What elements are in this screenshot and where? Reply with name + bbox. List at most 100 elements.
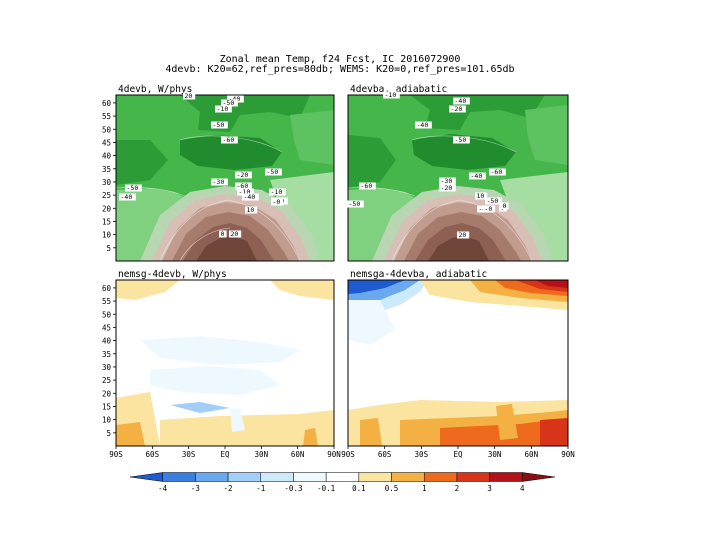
svg-text:20: 20 [231, 230, 239, 238]
colorbar-label: 0.1 [352, 484, 366, 493]
panel-diff-adiabatic [348, 280, 568, 446]
panel-title-3: nemsga-4devba, adiabatic [350, 269, 487, 280]
y-tick-label: 50 [102, 125, 112, 134]
colorbar-label: -2 [224, 484, 233, 493]
y-tick-label: 40 [102, 337, 112, 346]
svg-text:-60: -60 [361, 182, 373, 190]
contour-label: -50 [211, 121, 228, 129]
colorbar-swatch [162, 472, 196, 482]
contour-label: -40 [469, 172, 486, 180]
svg-text:-60: -60 [491, 168, 503, 176]
y-tick-label: 55 [102, 297, 111, 306]
figure-title-line2: 4devb: K20=62,ref_pres=80db; WEMS: K20=0… [165, 64, 514, 75]
colorbar-swatch [325, 472, 360, 482]
svg-text:-60: -60 [223, 136, 235, 144]
colorbar-label: 0.5 [385, 484, 399, 493]
panel-title-1: 4devba, adiabatic [350, 84, 447, 95]
contour-label: 10 [245, 206, 258, 214]
colorbar-label: -1 [256, 484, 265, 493]
colorbar-label: -0.3 [284, 484, 302, 493]
y-tick-label: 15 [102, 217, 111, 226]
y-tick-label: 60 [102, 99, 112, 108]
contour-label: -60 [359, 182, 376, 190]
panel-diff-wphys [116, 280, 334, 446]
colorbar-swatch [391, 472, 425, 482]
contour-label: 20 [229, 230, 242, 238]
colorbar-label: 2 [455, 484, 460, 493]
contour-label: -40 [227, 95, 244, 103]
colorbar-label: -4 [158, 484, 168, 493]
svg-text:-20: -20 [451, 105, 463, 113]
svg-text:-50: -50 [223, 99, 235, 107]
svg-text:0: 0 [503, 202, 507, 210]
svg-text:-0: -0 [273, 198, 281, 206]
x-tick-label: EQ [453, 450, 463, 459]
y-tick-label: 20 [102, 204, 112, 213]
svg-text:-20: -20 [441, 184, 453, 192]
svg-text:-40: -40 [229, 95, 241, 103]
contour-label: -20 [439, 184, 456, 192]
y-tick-label: 20 [102, 389, 112, 398]
contour-label: -0 [483, 205, 496, 213]
x-tick-label: 90S [341, 450, 355, 459]
svg-text:-30: -30 [213, 178, 225, 186]
x-tick-label: 30S [182, 450, 196, 459]
svg-text:10: 10 [477, 192, 485, 200]
y-tick-label: 35 [102, 165, 111, 174]
contour-label: 0 [501, 202, 509, 210]
y-tick-label: 35 [102, 350, 111, 359]
svg-text:-20: -20 [237, 171, 249, 179]
contour-label: -60 [489, 168, 506, 176]
contour-label: -40 [415, 121, 432, 129]
y-tick-label: 30 [102, 363, 112, 372]
contour-label: 20 [457, 231, 470, 239]
contour-label: -60 [235, 182, 252, 190]
y-tick-label: 60 [102, 284, 112, 293]
x-tick-label: 60S [378, 450, 392, 459]
svg-text:-40: -40 [244, 193, 256, 201]
svg-text:-50: -50 [267, 168, 279, 176]
contour-label: -10 [215, 105, 232, 113]
svg-text:0: 0 [221, 230, 225, 238]
colorbar-label: 3 [487, 484, 492, 493]
y-tick-label: 30 [102, 178, 112, 187]
colorbar-swatch [358, 472, 392, 482]
y-tick-label: 15 [102, 402, 111, 411]
colorbar-swatch [129, 472, 163, 482]
contour-label: -20 [235, 171, 252, 179]
y-tick-label: 10 [102, 231, 112, 240]
svg-text:-40: -40 [455, 97, 467, 105]
svg-text:-10: -10 [239, 188, 251, 196]
svg-text:10: 10 [247, 206, 255, 214]
x-tick-label: 90N [561, 450, 575, 459]
colorbar-swatch [522, 472, 556, 482]
y-tick-label: 25 [102, 191, 111, 200]
contour-label: -50 [221, 99, 238, 107]
contour-label: -10 [383, 91, 400, 99]
contour-labels: 20 -40-50-10-50-60-50-40-30-20-60-50-10-4… [119, 91, 509, 239]
svg-text:-50: -50 [455, 136, 467, 144]
figure-title-line1: Zonal mean Temp, f24 Fcst, IC 2016072900 [220, 54, 461, 65]
contour-label: -30 [439, 177, 456, 185]
svg-text:20: 20 [459, 231, 467, 239]
panel-frame-0 [115, 94, 335, 262]
y-tick-label: 45 [102, 323, 111, 332]
svg-text:-40: -40 [121, 193, 133, 201]
y-tick-label: 40 [102, 152, 112, 161]
y-tick-label: 55 [102, 112, 111, 121]
contour-label: -50 [485, 197, 502, 205]
colorbar-label: 4 [520, 484, 525, 493]
contour-label: -50 [125, 184, 142, 192]
x-tick-label: 30N [488, 450, 502, 459]
y-tick-label: 50 [102, 310, 112, 319]
contour-label: -20 [449, 105, 466, 113]
colorbar: -4 -3 -2 -1 -0.3 -0.1 0.1 0.5 1 2 3 4 [129, 472, 556, 493]
contour-label: -60 [221, 136, 238, 144]
axes: 5 10 15 20 25 30 35 40 45 50 55 60 5 10 15 20 25 30 35 40 45… [102, 99, 575, 459]
y-tick-label: 45 [102, 138, 111, 147]
contour-label: 0 [219, 230, 227, 238]
colorbar-swatch [260, 472, 294, 482]
contour-label: -50 [347, 200, 364, 208]
svg-text:-40: -40 [471, 172, 483, 180]
panel-title-2: nemsg-4devb, W/phys [118, 269, 227, 280]
